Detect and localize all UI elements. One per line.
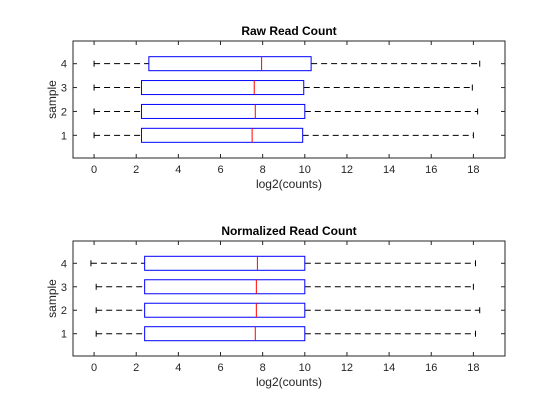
x-tick-label: 2	[133, 362, 139, 374]
x-tick-label: 8	[260, 362, 266, 374]
box-sample-4	[148, 56, 312, 72]
chart-title: Normalized Read Count	[221, 224, 356, 238]
box-sample-2	[140, 103, 306, 119]
y-tick-label: 2	[61, 305, 67, 317]
x-tick-label: 16	[425, 164, 437, 176]
y-tick-label: 4	[61, 59, 67, 71]
y-tick-label: 3	[61, 83, 67, 95]
x-axis-label: log2(counts)	[256, 177, 322, 191]
x-tick-label: 12	[341, 362, 353, 374]
y-tick-label: 4	[61, 258, 67, 270]
box-sample-1	[140, 127, 304, 143]
x-tick-label: 14	[383, 164, 395, 176]
box-sample-4	[144, 255, 306, 271]
y-tick-label: 1	[61, 130, 67, 142]
chart-title: Raw Read Count	[241, 24, 336, 38]
x-tick-label: 8	[260, 164, 266, 176]
x-tick-label: 18	[467, 362, 479, 374]
y-axis-label: sample	[45, 80, 59, 119]
box-sample-2	[144, 302, 306, 318]
x-tick-label: 0	[91, 362, 97, 374]
y-axis-label: sample	[45, 279, 59, 318]
y-tick-label: 3	[61, 282, 67, 294]
x-tick-label: 6	[217, 362, 223, 374]
x-tick-label: 2	[133, 164, 139, 176]
x-tick-label: 6	[217, 164, 223, 176]
x-tick-label: 16	[425, 362, 437, 374]
box-sample-3	[144, 279, 306, 295]
y-tick-label: 2	[61, 106, 67, 118]
x-tick-label: 14	[383, 362, 395, 374]
axes-frame	[72, 40, 506, 159]
x-tick-label: 4	[175, 164, 181, 176]
x-tick-label: 0	[91, 164, 97, 176]
box-sample-1	[144, 326, 306, 342]
x-tick-label: 10	[299, 362, 311, 374]
axes-frame	[72, 240, 506, 357]
x-tick-label: 12	[341, 164, 353, 176]
x-tick-label: 4	[175, 362, 181, 374]
x-axis-label: log2(counts)	[256, 375, 322, 389]
x-tick-label: 18	[467, 164, 479, 176]
y-tick-label: 1	[61, 329, 67, 341]
box-sample-3	[140, 80, 305, 96]
x-tick-label: 10	[299, 164, 311, 176]
